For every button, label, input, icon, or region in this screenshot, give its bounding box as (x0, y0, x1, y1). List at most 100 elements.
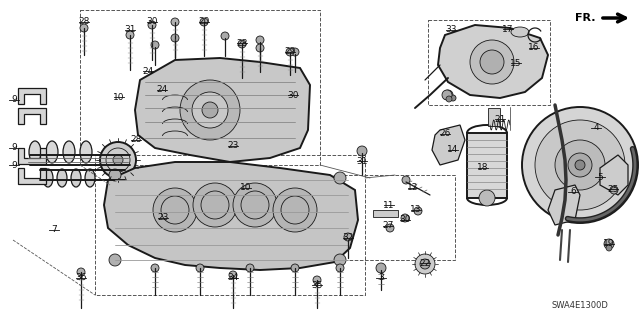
Circle shape (575, 160, 585, 170)
Text: 33: 33 (445, 26, 457, 34)
Text: 9: 9 (11, 160, 17, 169)
Text: 26: 26 (439, 130, 451, 138)
Circle shape (401, 214, 409, 222)
Circle shape (604, 239, 614, 249)
Text: 32: 32 (342, 234, 354, 242)
Text: 12: 12 (407, 183, 419, 192)
Circle shape (555, 140, 605, 190)
Circle shape (192, 92, 228, 128)
Text: 35: 35 (311, 280, 323, 290)
Text: 29: 29 (284, 48, 296, 56)
Circle shape (291, 48, 299, 56)
Circle shape (414, 207, 422, 215)
Polygon shape (548, 185, 580, 225)
Circle shape (193, 183, 237, 227)
Text: 4: 4 (593, 123, 599, 132)
Circle shape (450, 95, 456, 101)
Ellipse shape (511, 27, 529, 37)
Circle shape (200, 18, 208, 26)
Text: 17: 17 (502, 25, 514, 33)
Text: 30: 30 (147, 18, 157, 26)
Circle shape (443, 90, 453, 100)
Circle shape (334, 172, 346, 184)
Circle shape (180, 80, 240, 140)
Polygon shape (438, 25, 548, 98)
Text: 27: 27 (382, 221, 394, 231)
Circle shape (109, 254, 121, 266)
Text: 24: 24 (142, 66, 154, 76)
Circle shape (256, 44, 264, 52)
Circle shape (522, 107, 638, 223)
Circle shape (357, 146, 367, 156)
Text: 18: 18 (477, 164, 489, 173)
Circle shape (442, 90, 452, 100)
Circle shape (568, 153, 592, 177)
Ellipse shape (85, 169, 95, 187)
Polygon shape (104, 162, 358, 270)
Circle shape (148, 21, 156, 29)
Text: 3: 3 (378, 273, 384, 283)
Circle shape (246, 264, 254, 272)
Ellipse shape (43, 169, 53, 187)
Circle shape (256, 36, 264, 44)
Circle shape (376, 263, 386, 273)
Circle shape (153, 188, 197, 232)
Text: 14: 14 (447, 145, 459, 154)
Text: 31: 31 (124, 26, 136, 34)
Polygon shape (18, 88, 46, 104)
Circle shape (313, 276, 321, 284)
Ellipse shape (63, 141, 75, 163)
Polygon shape (432, 125, 465, 165)
Text: 23: 23 (157, 213, 169, 222)
Text: 15: 15 (510, 58, 522, 68)
Circle shape (80, 24, 88, 32)
Circle shape (344, 233, 352, 241)
Text: 10: 10 (113, 93, 125, 101)
Circle shape (100, 142, 136, 178)
Circle shape (336, 264, 344, 272)
Circle shape (446, 96, 452, 102)
Circle shape (171, 18, 179, 26)
Circle shape (446, 139, 452, 145)
Text: 22: 22 (419, 258, 431, 268)
Text: 31: 31 (356, 157, 368, 166)
Text: 30: 30 (287, 91, 299, 100)
Circle shape (479, 190, 495, 206)
Polygon shape (18, 168, 46, 184)
Text: 11: 11 (383, 201, 395, 210)
Text: 28: 28 (131, 136, 141, 145)
Circle shape (535, 120, 625, 210)
Circle shape (470, 40, 514, 84)
Text: FR.: FR. (575, 13, 595, 23)
Text: 20: 20 (198, 18, 210, 26)
Bar (95, 155, 365, 295)
Circle shape (202, 102, 218, 118)
Circle shape (233, 183, 277, 227)
Text: 34: 34 (227, 273, 239, 283)
Circle shape (334, 254, 346, 266)
Bar (328, 175, 455, 260)
Bar (80, 10, 320, 165)
Circle shape (229, 271, 237, 279)
Bar (488, 108, 500, 126)
Text: 13: 13 (410, 205, 422, 214)
Circle shape (126, 31, 134, 39)
Ellipse shape (46, 141, 58, 163)
Circle shape (386, 224, 394, 232)
Circle shape (480, 50, 504, 74)
Circle shape (606, 245, 612, 251)
Text: 30: 30 (399, 216, 411, 225)
Bar (373, 210, 398, 217)
Text: 6: 6 (570, 188, 576, 197)
Ellipse shape (29, 141, 41, 163)
Text: 23: 23 (227, 142, 239, 151)
Ellipse shape (71, 169, 81, 187)
Text: 24: 24 (156, 85, 168, 94)
Circle shape (420, 259, 430, 269)
Circle shape (610, 186, 618, 194)
Polygon shape (18, 108, 46, 124)
Circle shape (221, 32, 229, 40)
Bar (428, 20, 550, 105)
Circle shape (171, 34, 179, 42)
Circle shape (196, 264, 204, 272)
